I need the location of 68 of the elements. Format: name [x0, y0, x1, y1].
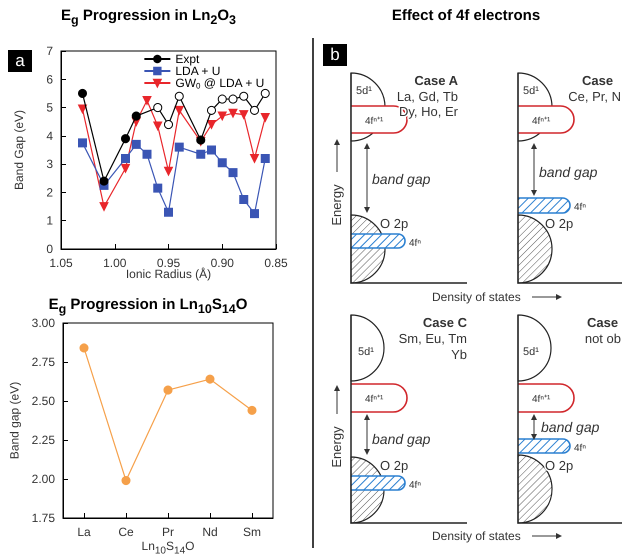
- text: 5d¹: [358, 346, 374, 358]
- text: a: [8, 50, 32, 72]
- y-axis-title: Band Gap (eV): [12, 110, 26, 190]
- chart-title: E$_{g}$ Progression in Ln$_{10}$S$_{14}$O: [48, 296, 248, 316]
- y-tick-label: 2.75: [32, 355, 56, 369]
- text: 5d¹: [523, 346, 540, 358]
- x-tick-label: Sm: [243, 525, 262, 539]
- x-tick-label: 1.00: [103, 256, 127, 270]
- text: Density of states: [432, 290, 521, 304]
- text: 4fⁿ⁺¹: [532, 394, 551, 405]
- y-tick-label: 2: [46, 185, 54, 200]
- y-tick-label: 3: [46, 157, 54, 172]
- text: O 2p: [545, 216, 574, 231]
- y-tick-label: 6: [46, 72, 54, 86]
- text: band gap: [539, 164, 598, 180]
- text: 4fⁿ: [409, 238, 422, 249]
- legend-label: Expt: [175, 52, 200, 66]
- y-tick-label: 5: [46, 100, 54, 115]
- chart-title: E$_{g}$ Progression in Ln$_{2}$O$_{3}$: [60, 7, 237, 27]
- x-tick-label: 0.95: [156, 256, 180, 270]
- text: 4fⁿ⁺¹: [365, 116, 384, 127]
- text: band gap: [372, 171, 431, 187]
- y-tick-label: 0: [46, 242, 54, 256]
- y-tick-label: 3.00: [32, 316, 56, 330]
- text: Case C: [422, 315, 468, 330]
- legend-label: LDA + U: [175, 64, 220, 78]
- text: 4fⁿ⁺¹: [532, 116, 551, 127]
- y-tick-label: 2.25: [32, 433, 56, 447]
- text: Density of states: [432, 529, 521, 543]
- text: O 2p: [380, 458, 408, 473]
- y-tick-label: 7: [46, 44, 54, 58]
- x-axis-title: Ionic Radius (Å): [126, 267, 212, 281]
- y-tick-label: 1.75: [32, 511, 56, 525]
- x-tick-label: Nd: [202, 525, 218, 539]
- x-tick-label: 0.90: [210, 256, 234, 270]
- x-tick-label: 1.05: [49, 256, 73, 270]
- text: Energy: [329, 184, 344, 226]
- text: Effect of 4f electrons: [390, 7, 542, 24]
- y-tick-label: 2.00: [32, 472, 56, 486]
- x-tick-label: Ce: [118, 525, 134, 539]
- text: La, Gd, Tb: [396, 89, 458, 104]
- y-tick-label: 4: [46, 128, 54, 143]
- text: Case A: [414, 73, 459, 88]
- text: Yb: [451, 347, 467, 362]
- text: Ce, Pr, N: [568, 89, 621, 104]
- text: 4fⁿ⁺¹: [365, 394, 384, 405]
- text: Case: [587, 315, 618, 330]
- x-tick-label: Pr: [162, 525, 174, 539]
- text: O 2p: [545, 458, 574, 473]
- text: 5d¹: [523, 85, 540, 97]
- text: band gap: [541, 419, 600, 435]
- text: not ob: [584, 331, 621, 346]
- text: 5d¹: [356, 85, 372, 97]
- x-axis-title: Ln$_{10}$S$_{14}$O: [140, 539, 196, 556]
- text: 4fⁿ: [574, 202, 586, 213]
- text: band gap: [372, 431, 431, 447]
- text: Sm, Eu, Tm: [398, 331, 467, 346]
- text: 4fⁿ: [409, 480, 422, 491]
- text: Energy: [329, 426, 344, 468]
- y-tick-label: 1: [46, 214, 54, 228]
- text: 4fⁿ: [574, 443, 586, 454]
- y-tick-label: 2.50: [32, 394, 56, 408]
- text: b: [323, 44, 347, 66]
- x-tick-label: La: [77, 525, 91, 539]
- text: Case: [582, 73, 614, 88]
- y-axis-title: Band gap (eV): [8, 382, 22, 460]
- x-tick-label: 0.85: [264, 256, 288, 270]
- text: O 2p: [380, 216, 408, 231]
